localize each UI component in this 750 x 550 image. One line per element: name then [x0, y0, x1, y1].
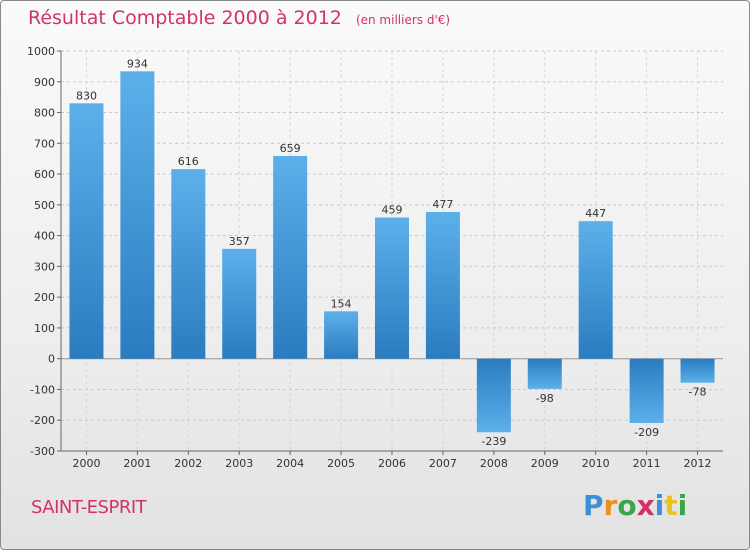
- bar-2008[interactable]: [476, 358, 511, 433]
- y-tick-label: -200: [30, 414, 55, 427]
- y-tick-label: 900: [34, 76, 55, 89]
- y-tick-label: 800: [34, 107, 55, 120]
- x-tick-label: 2002: [174, 457, 202, 470]
- x-tick-label: 2010: [582, 457, 610, 470]
- logo-letter: i: [654, 489, 665, 522]
- y-tick-label: 100: [34, 322, 55, 335]
- data-label-2010: 447: [585, 207, 606, 220]
- y-tick-label: 500: [34, 199, 55, 212]
- x-tick-label: 2012: [684, 457, 712, 470]
- logo-letter: i: [677, 489, 688, 522]
- x-tick-label: 2006: [378, 457, 406, 470]
- data-label-2003: 357: [229, 235, 250, 248]
- x-tick-label: 2009: [531, 457, 559, 470]
- data-label-2005: 154: [331, 297, 352, 310]
- bar-2005[interactable]: [324, 311, 359, 359]
- y-tick-label: 0: [48, 353, 55, 366]
- y-tick-label: 200: [34, 291, 55, 304]
- x-tick-label: 2011: [633, 457, 661, 470]
- bar-2000[interactable]: [69, 103, 104, 359]
- bar-2011[interactable]: [629, 358, 664, 423]
- data-label-2009: -98: [536, 392, 554, 405]
- logo-letter: x: [636, 489, 655, 522]
- data-label-2008: -239: [481, 435, 506, 448]
- bar-2003[interactable]: [222, 248, 257, 359]
- commune-name: SAINT-ESPRIT: [31, 497, 147, 518]
- x-tick-label: 2001: [123, 457, 151, 470]
- chart-subtitle: (en milliers d'€): [355, 13, 451, 27]
- data-label-2012: -78: [689, 386, 707, 399]
- logo-letter: t: [664, 489, 678, 522]
- x-tick-label: 2000: [72, 457, 100, 470]
- x-tick-label: 2003: [225, 457, 253, 470]
- y-tick-label: 1000: [27, 45, 55, 58]
- data-label-2001: 934: [127, 57, 148, 70]
- logo-letter: r: [603, 489, 618, 522]
- bar-2001[interactable]: [120, 71, 155, 359]
- bar-2002[interactable]: [171, 169, 206, 359]
- x-tick-label: 2008: [480, 457, 508, 470]
- x-tick-label: 2007: [429, 457, 457, 470]
- chart-title-text: Résultat Comptable 2000 à 2012: [28, 7, 342, 29]
- x-tick-label: 2005: [327, 457, 355, 470]
- y-tick-label: 600: [34, 168, 55, 181]
- logo-letter: P: [583, 489, 604, 522]
- bar-2010[interactable]: [578, 221, 613, 359]
- logo-letter: o: [617, 489, 637, 522]
- y-tick-label: 700: [34, 137, 55, 150]
- data-label-2006: 459: [382, 203, 403, 216]
- y-tick-label: -300: [30, 445, 55, 458]
- bar-2006[interactable]: [375, 217, 409, 359]
- bar-2009[interactable]: [527, 358, 562, 389]
- data-label-2004: 659: [280, 142, 301, 155]
- data-label-2007: 477: [432, 198, 453, 211]
- data-label-2000: 830: [76, 89, 97, 102]
- bar-2004[interactable]: [273, 155, 308, 359]
- data-label-2011: -209: [634, 426, 659, 439]
- proxiti-logo[interactable]: Proxiti: [583, 489, 687, 522]
- data-label-2002: 616: [178, 155, 199, 168]
- y-tick-label: 400: [34, 230, 55, 243]
- x-tick-label: 2004: [276, 457, 304, 470]
- bar-2007[interactable]: [425, 211, 460, 359]
- chart-title: Résultat Comptable 2000 à 2012 (en milli…: [28, 7, 450, 29]
- y-tick-label: -100: [30, 383, 55, 396]
- bar-2012[interactable]: [680, 358, 715, 383]
- y-tick-label: 300: [34, 260, 55, 273]
